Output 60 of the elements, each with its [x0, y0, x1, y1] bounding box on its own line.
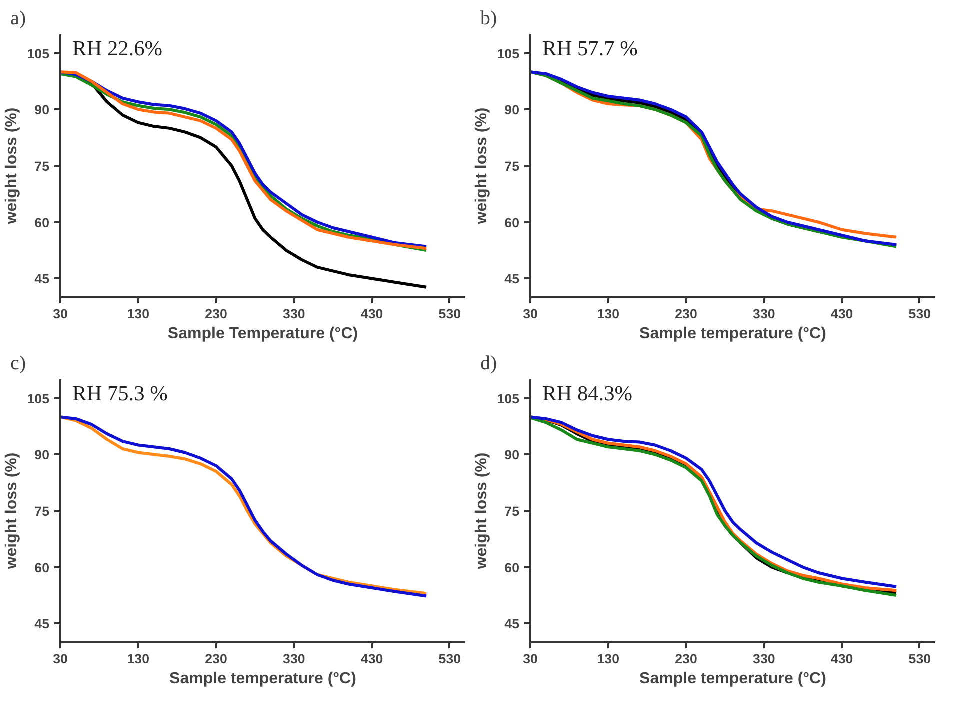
y-axis-title: weight loss (%) [3, 452, 20, 570]
y-tick-label: 45 [34, 616, 50, 632]
annotation: RH 22.6% [72, 36, 163, 60]
y-tick-label: 75 [34, 159, 50, 174]
y-tick-label: 90 [34, 448, 50, 463]
y-tick-label: 105 [497, 391, 520, 406]
x-tick-label: 30 [523, 652, 538, 666]
y-tick-label: 60 [34, 560, 50, 576]
y-tick-label: 75 [504, 504, 520, 519]
x-axis-title: Sample Temperature (°C) [168, 326, 358, 342]
annotation: RH 84.3% [542, 382, 633, 406]
y-tick-label: 105 [27, 46, 50, 62]
x-tick-label: 430 [830, 652, 854, 666]
y-tick-label: 75 [504, 159, 520, 174]
y-axis-title: weight loss (%) [3, 108, 20, 226]
x-tick-label: 130 [597, 306, 620, 322]
x-tick-label: 530 [438, 652, 462, 666]
y-tick-label: 45 [34, 272, 50, 287]
y-tick-label: 75 [34, 504, 50, 519]
x-tick-label: 130 [597, 652, 620, 666]
x-tick-label: 30 [523, 306, 538, 322]
y-axis-title: weight loss (%) [473, 452, 490, 570]
chart-title: c) [10, 352, 26, 374]
x-tick-label: 330 [283, 652, 306, 666]
x-axis-title: Sample temperature (°C) [170, 670, 356, 688]
y-tick-label: 60 [34, 215, 50, 230]
x-tick-label: 430 [360, 652, 384, 666]
x-tick-label: 230 [205, 306, 228, 322]
chart-title: b) [480, 8, 498, 30]
y-tick-label: 45 [504, 616, 520, 632]
x-tick-label: 430 [830, 306, 854, 322]
y-tick-label: 45 [504, 272, 520, 287]
x-tick-label: 530 [908, 652, 932, 666]
y-tick-label: 60 [504, 215, 520, 230]
y-axis-title: weight loss (%) [473, 108, 490, 226]
x-tick-label: 30 [53, 652, 68, 666]
x-tick-label: 530 [908, 306, 932, 322]
x-tick-label: 330 [753, 306, 776, 322]
y-tick-label: 60 [504, 560, 520, 576]
annotation: RH 57.7 % [542, 36, 638, 60]
x-tick-label: 230 [675, 306, 698, 322]
chart-title: a) [10, 8, 26, 30]
y-tick-label: 90 [504, 102, 520, 118]
x-tick-label: 230 [205, 652, 228, 666]
x-axis-title: Sample temperature (°C) [640, 670, 826, 688]
x-tick-label: 30 [53, 306, 68, 322]
y-tick-label: 105 [27, 391, 50, 406]
x-tick-label: 330 [283, 306, 306, 322]
annotation: RH 75.3 % [72, 382, 168, 406]
y-tick-label: 90 [34, 102, 50, 118]
x-tick-label: 330 [753, 652, 776, 666]
x-tick-label: 130 [127, 306, 150, 322]
x-tick-label: 130 [127, 652, 150, 666]
x-tick-label: 530 [438, 306, 462, 322]
x-tick-label: 230 [675, 652, 698, 666]
y-tick-label: 105 [497, 46, 520, 62]
y-tick-label: 90 [504, 448, 520, 463]
x-tick-label: 430 [360, 306, 384, 322]
x-axis-title: Sample temperature (°C) [640, 326, 826, 342]
chart-title: d) [480, 352, 498, 374]
